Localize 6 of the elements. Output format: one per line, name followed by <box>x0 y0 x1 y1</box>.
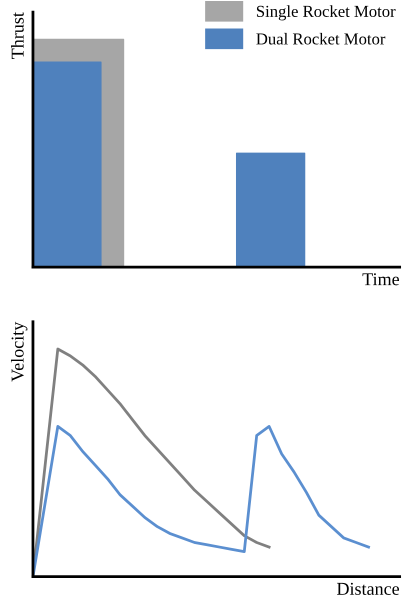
legend-label: Single Rocket Motor <box>256 5 396 20</box>
x-axis-title: Distance <box>336 582 400 595</box>
x-axis-title: Time <box>362 273 400 286</box>
y-axis-title: Velocity <box>10 322 28 382</box>
legend-label: Dual Rocket Motor <box>256 32 386 45</box>
y-axis-title: Thrust <box>11 12 24 59</box>
